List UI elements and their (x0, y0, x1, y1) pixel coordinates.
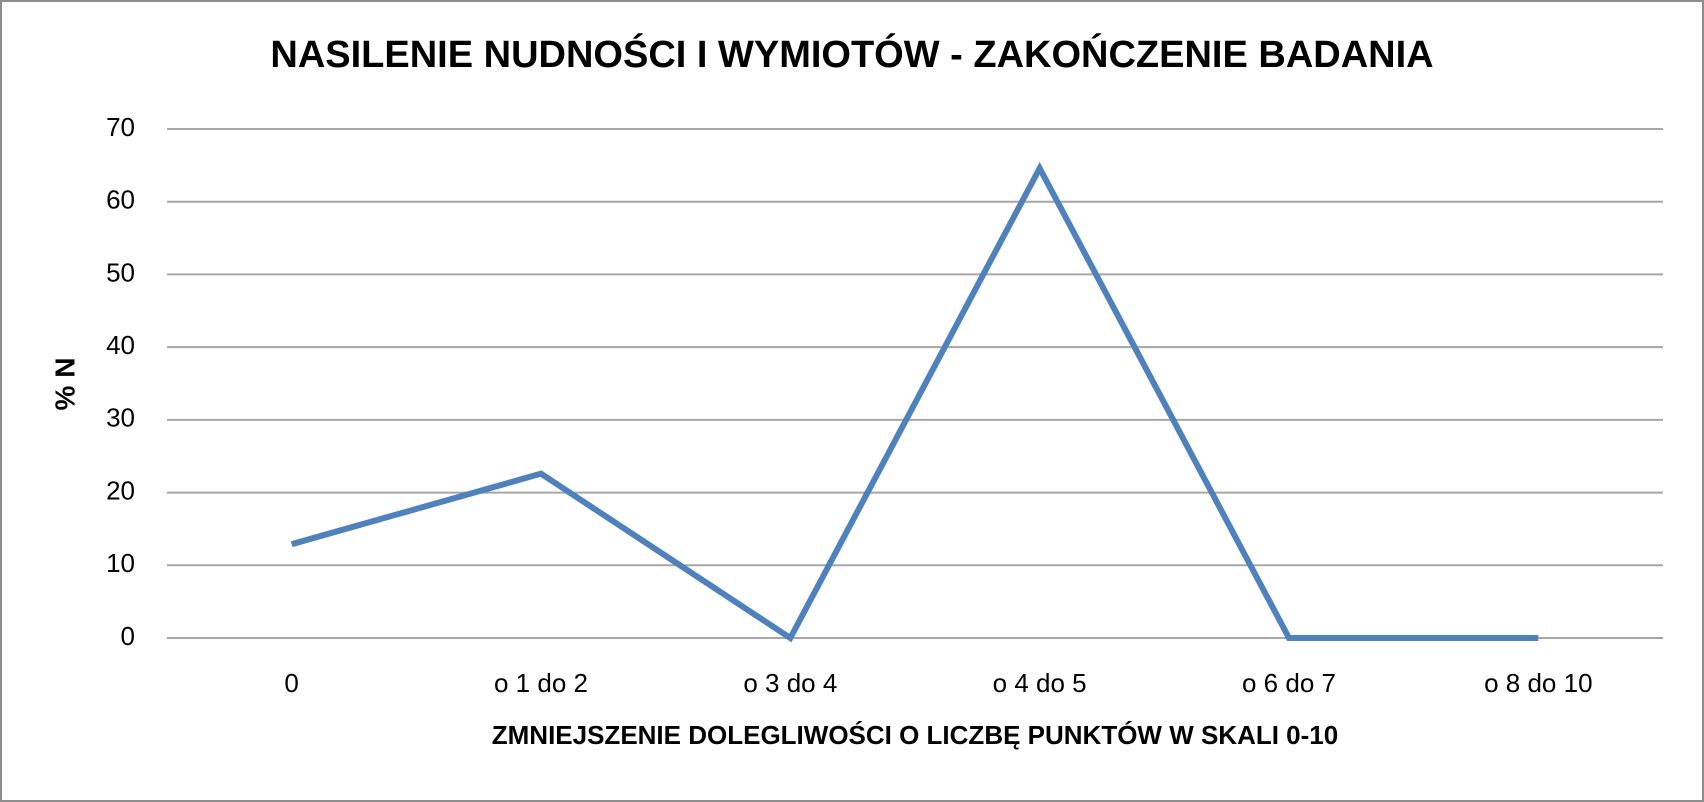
x-tick-label: o 8 do 10 (1484, 668, 1592, 698)
x-axis-title: ZMNIEJSZENIE DOLEGLIWOŚCI O LICZBĘ PUNKT… (492, 720, 1338, 750)
y-axis-title: % N (49, 358, 80, 411)
x-tick-label: o 3 do 4 (743, 668, 837, 698)
data-line (290, 161, 1539, 643)
x-tick-label: 0 (284, 668, 298, 698)
y-tick-label: 70 (106, 112, 135, 142)
chart-title: NASILENIE NUDNOŚCI I WYMIOTÓW - ZAKOŃCZE… (270, 32, 1433, 76)
x-tick-label: o 1 do 2 (494, 668, 588, 698)
y-tick-label: 30 (106, 403, 135, 433)
y-tick-label: 40 (106, 330, 135, 360)
y-tick-label: 20 (106, 475, 135, 505)
x-tick-label: o 6 do 7 (1242, 668, 1336, 698)
y-tick-label: 0 (121, 621, 135, 651)
y-tick-label: 60 (106, 185, 135, 215)
y-tick-label: 50 (106, 257, 135, 287)
y-tick-label: 10 (106, 548, 135, 578)
x-tick-label: o 4 do 5 (993, 668, 1087, 698)
